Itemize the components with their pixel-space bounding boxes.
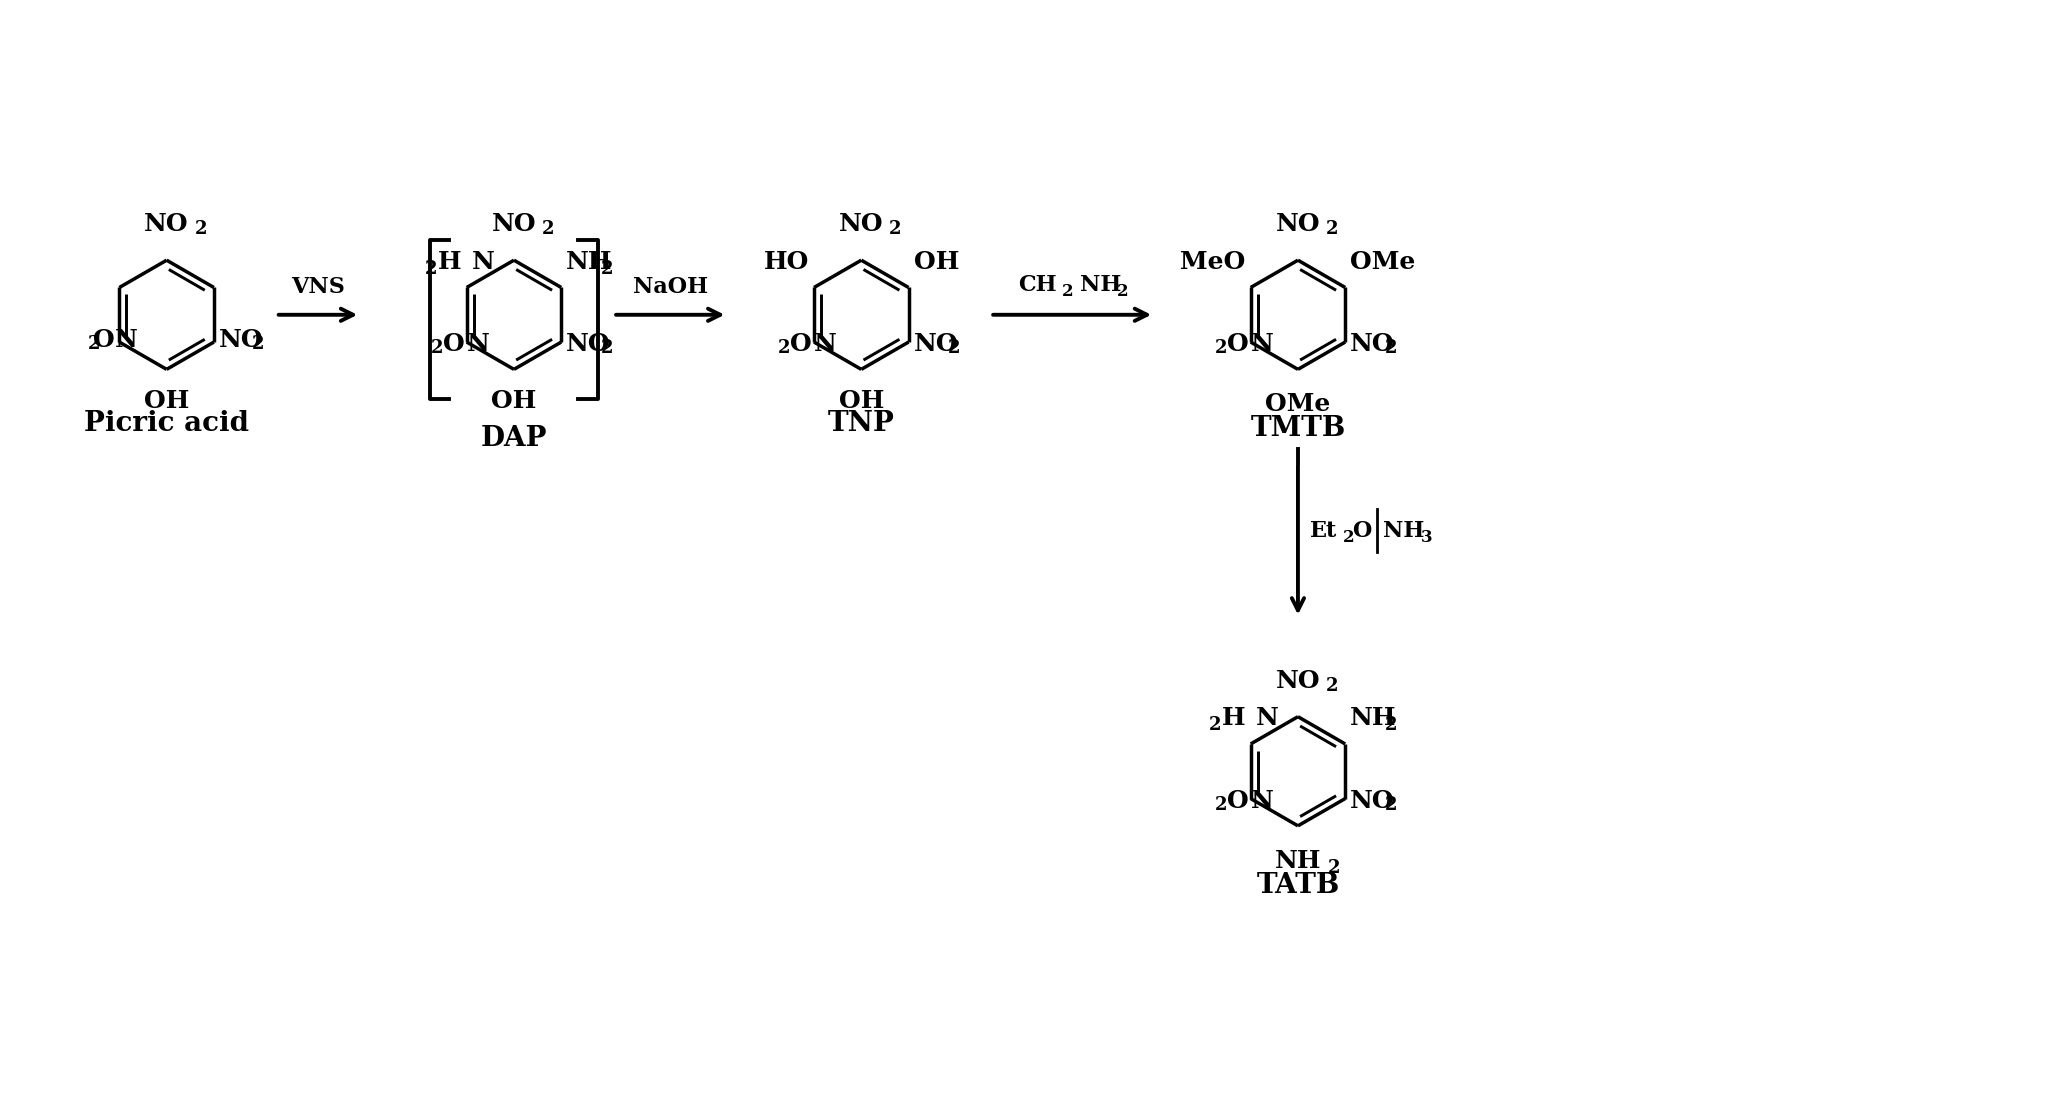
Text: DAP: DAP [480,425,548,453]
Text: 2: 2 [1327,858,1340,877]
Text: OH: OH [839,389,884,413]
Text: 2: 2 [1385,339,1397,357]
Text: NO: NO [1276,669,1321,693]
Text: 3: 3 [1420,529,1432,546]
Text: O: O [789,332,812,356]
Text: 2: 2 [431,339,443,357]
Text: Et: Et [1311,519,1338,542]
Text: NO: NO [144,212,190,236]
Text: NH: NH [567,249,612,273]
Text: Picric acid: Picric acid [85,411,249,437]
Text: 2: 2 [1325,677,1338,695]
Text: 2: 2 [251,336,264,353]
Text: O: O [1352,519,1373,542]
Text: OH: OH [144,389,190,413]
Text: H: H [439,249,462,273]
Text: 2: 2 [1210,716,1222,734]
Text: OH: OH [491,389,536,413]
Text: NO: NO [1350,788,1395,812]
Text: NO: NO [1350,332,1395,356]
Text: NO: NO [913,332,958,356]
Text: N: N [1251,332,1274,356]
Text: 2: 2 [542,221,554,238]
Text: NO: NO [567,332,610,356]
Text: 2: 2 [1214,339,1228,357]
Text: 2: 2 [779,339,791,357]
Text: N: N [1251,788,1274,812]
Text: 2: 2 [948,339,960,357]
Text: NO: NO [839,212,884,236]
Text: VNS: VNS [291,277,344,298]
Text: HO: HO [765,249,810,273]
Text: NaOH: NaOH [633,277,707,298]
Text: OMe: OMe [1265,392,1331,416]
Text: OMe: OMe [1350,249,1416,273]
Text: NO: NO [218,328,264,352]
Text: 2: 2 [89,336,101,353]
Text: NH: NH [1080,274,1121,296]
Text: N: N [814,332,837,356]
Text: 2: 2 [1342,529,1354,546]
Text: O: O [1226,332,1249,356]
Text: TATB: TATB [1257,872,1340,898]
Text: NO: NO [493,212,536,236]
Text: NH: NH [1383,519,1424,542]
Text: N: N [1255,706,1278,730]
Text: NO: NO [1276,212,1321,236]
Text: 2: 2 [1385,716,1397,734]
Text: 2: 2 [1325,221,1338,238]
Text: TMTB: TMTB [1251,415,1346,443]
Text: 2: 2 [1117,283,1129,301]
Text: NH: NH [1274,848,1321,872]
Text: OH: OH [913,249,958,273]
Text: O: O [443,332,464,356]
Text: 2: 2 [602,339,614,357]
Text: 2: 2 [1214,796,1228,813]
Text: 2: 2 [602,260,614,278]
Text: 2: 2 [1061,283,1074,301]
Text: MeO: MeO [1181,249,1245,273]
Text: N: N [466,332,491,356]
Text: O: O [1226,788,1249,812]
Text: TNP: TNP [829,411,894,437]
Text: 2: 2 [888,221,901,238]
Text: CH: CH [1018,274,1057,296]
Text: NH: NH [1350,706,1397,730]
Text: 2: 2 [425,260,437,278]
Text: O: O [93,328,115,352]
Text: N: N [115,328,138,352]
Text: 2: 2 [1385,796,1397,813]
Text: H: H [1222,706,1245,730]
Text: N: N [472,249,495,273]
Text: 2: 2 [194,221,206,238]
